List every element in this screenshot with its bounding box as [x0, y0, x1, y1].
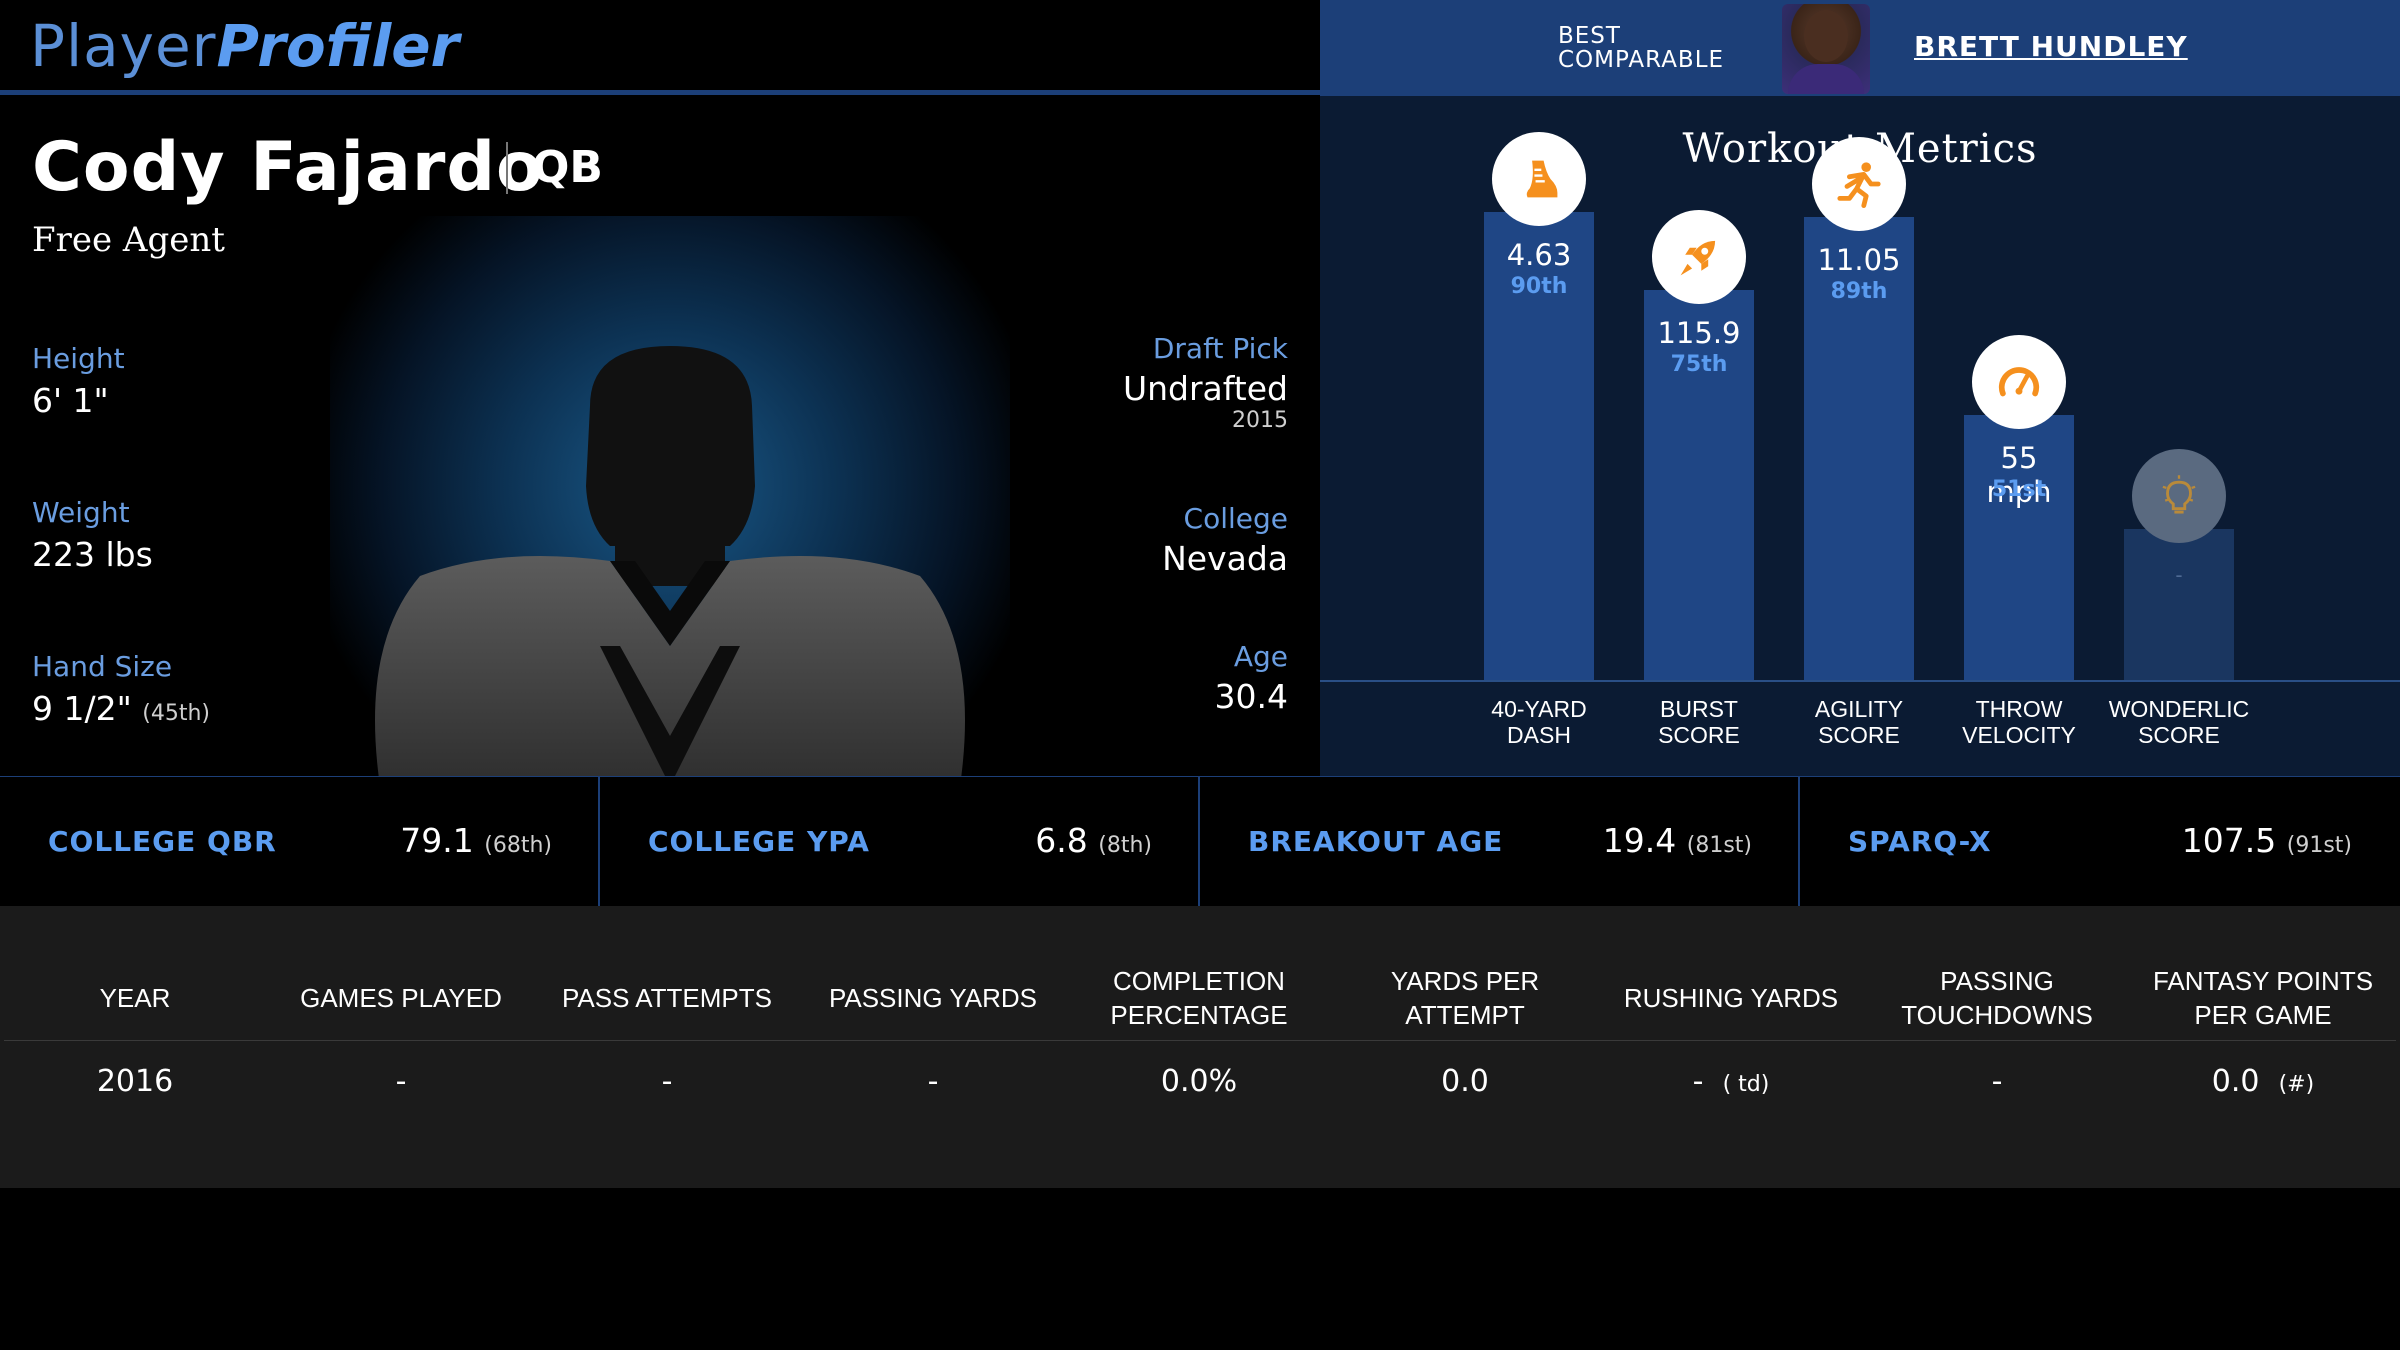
metric-bar-1: [1644, 290, 1754, 680]
column-header-fantasy-points-per-game[interactable]: FANTASY POINTS PER GAME: [2152, 966, 2374, 1030]
metric-value: -: [2175, 563, 2183, 587]
name-divider: [506, 142, 508, 194]
column-header-rushing-yards[interactable]: RUSHING YARDS: [1623, 983, 1839, 1013]
height-value: 6' 1": [32, 381, 109, 420]
player-team: Free Agent: [32, 220, 225, 260]
metric-value: 55 mph: [1986, 441, 2052, 509]
stat-college-qbr: COLLEGE QBR 79.1 (68th): [48, 821, 552, 860]
best-comparable-panel: BEST COMPARABLE BRETT HUNDLEY: [1320, 0, 2400, 96]
college-value: Nevada: [1162, 539, 1288, 578]
workout-metrics-panel: Workout Metrics 4.63 90th 40-YARD DASH 115.9…: [1320, 96, 2400, 776]
column-header-pass-attempts[interactable]: PASS ATTEMPTS: [562, 983, 772, 1013]
metric-label: 40-YARD DASH: [1491, 696, 1587, 748]
runner-icon: [1812, 137, 1906, 231]
metric-value: 4.63: [1506, 238, 1572, 272]
player-name: Cody Fajardo: [32, 128, 544, 207]
cell-fantasy-points-per-game: 0.0 (#): [2211, 1064, 2315, 1099]
metric-bar-4: [2124, 529, 2234, 680]
age-value: 30.4: [1214, 677, 1288, 716]
stat-breakout-age: BREAKOUT AGE 19.4 (81st): [1248, 821, 1752, 860]
metric-label: THROW VELOCITY: [1962, 696, 2076, 748]
comparable-player-photo: [1782, 4, 1870, 94]
speedometer-icon: [1972, 335, 2066, 429]
metric-percentile: 90th: [1510, 274, 1568, 299]
metric-label: AGILITY SCORE: [1814, 696, 1904, 748]
player-silhouette: [375, 346, 965, 776]
cell-year: 2016: [96, 1064, 174, 1099]
best-comparable-label: BEST COMPARABLE: [1558, 23, 1725, 73]
metric-label: BURST SCORE: [1658, 696, 1740, 748]
cell-passing-yards: -: [927, 1064, 939, 1099]
metric-percentile: 75th: [1670, 352, 1728, 377]
draft-year: 2015: [1232, 408, 1288, 433]
cell-completion-percentage: 0.0%: [1160, 1064, 1238, 1099]
column-header-yards-per-attempt[interactable]: YARDS PER ATTEMPT: [1390, 966, 1540, 1030]
metric-value: 11.05: [1817, 243, 1901, 277]
header-divider: [0, 90, 1320, 95]
stat-divider: [1798, 777, 1800, 907]
lightbulb-icon: [2132, 449, 2226, 543]
column-header-passing-yards[interactable]: PASSING YARDS: [828, 983, 1038, 1013]
cell-rushing-yards: - ( td): [1692, 1064, 1770, 1099]
cell-pass-attempts: -: [661, 1064, 673, 1099]
column-header-passing-touchdowns[interactable]: PASSING TOUCHDOWNS: [1901, 966, 2093, 1030]
age-label: Age: [1233, 640, 1288, 673]
player-profiler-logo[interactable]: PlayerProfiler: [30, 12, 460, 80]
rocket-icon: [1652, 210, 1746, 304]
hand-size-label: Hand Size: [32, 650, 173, 683]
shoe-icon: [1492, 132, 1586, 226]
draft-pick-label: Draft Pick: [1152, 332, 1288, 365]
column-header-games-played[interactable]: GAMES PLAYED: [300, 983, 502, 1013]
stat-divider: [1198, 777, 1200, 907]
cell-yards-per-attempt: 0.0: [1441, 1064, 1489, 1099]
weight-label: Weight: [32, 496, 130, 529]
metric-bar-3: [1964, 415, 2074, 680]
player-card: Cody Fajardo QB Free Agent Height 6' 1" …: [0, 96, 1320, 776]
header: PlayerProfiler BEST COMPARABLE BRETT HUN…: [0, 0, 2400, 96]
hand-size-percentile: (45th): [142, 701, 211, 726]
metric-label: WONDERLIC SCORE: [2108, 696, 2250, 748]
player-position: QB: [532, 142, 603, 193]
cell-fantasy-rank: (#): [2278, 1072, 2315, 1097]
column-header-year[interactable]: YEAR: [99, 983, 171, 1013]
season-stats-table: YEAR GAMES PLAYED PASS ATTEMPTS PASSING …: [0, 906, 2400, 1188]
cell-games-played: -: [395, 1064, 407, 1099]
metric-percentile: 89th: [1830, 279, 1888, 304]
metric-percentile: 51st: [1991, 477, 2047, 502]
stat-college-ypa: COLLEGE YPA 6.8 (8th): [648, 821, 1152, 860]
college-stats-strip: COLLEGE QBR 79.1 (68th) COLLEGE YPA 6.8 …: [0, 776, 2400, 907]
weight-value: 223 lbs: [32, 535, 153, 574]
cell-rushing-td: ( td): [1722, 1072, 1770, 1097]
table-divider: [4, 1040, 2396, 1041]
stat-divider: [598, 777, 600, 907]
column-header-completion-percentage[interactable]: COMPLETION PERCENTAGE: [1110, 966, 1288, 1030]
metric-bar-2: [1804, 217, 1914, 680]
best-comparable-link[interactable]: BRETT HUNDLEY: [1914, 30, 2188, 63]
draft-pick-value: Undrafted: [1122, 369, 1288, 408]
stat-sparq-x: SPARQ-X 107.5 (91st): [1848, 821, 2352, 860]
metric-value: 115.9: [1657, 316, 1741, 350]
metric-bar-0: [1484, 212, 1594, 680]
height-label: Height: [32, 342, 125, 375]
hand-size-value: 9 1/2" (45th): [32, 689, 211, 728]
cell-passing-touchdowns: -: [1991, 1064, 2003, 1099]
college-label: College: [1183, 502, 1288, 535]
workout-baseline: [1320, 680, 2400, 682]
